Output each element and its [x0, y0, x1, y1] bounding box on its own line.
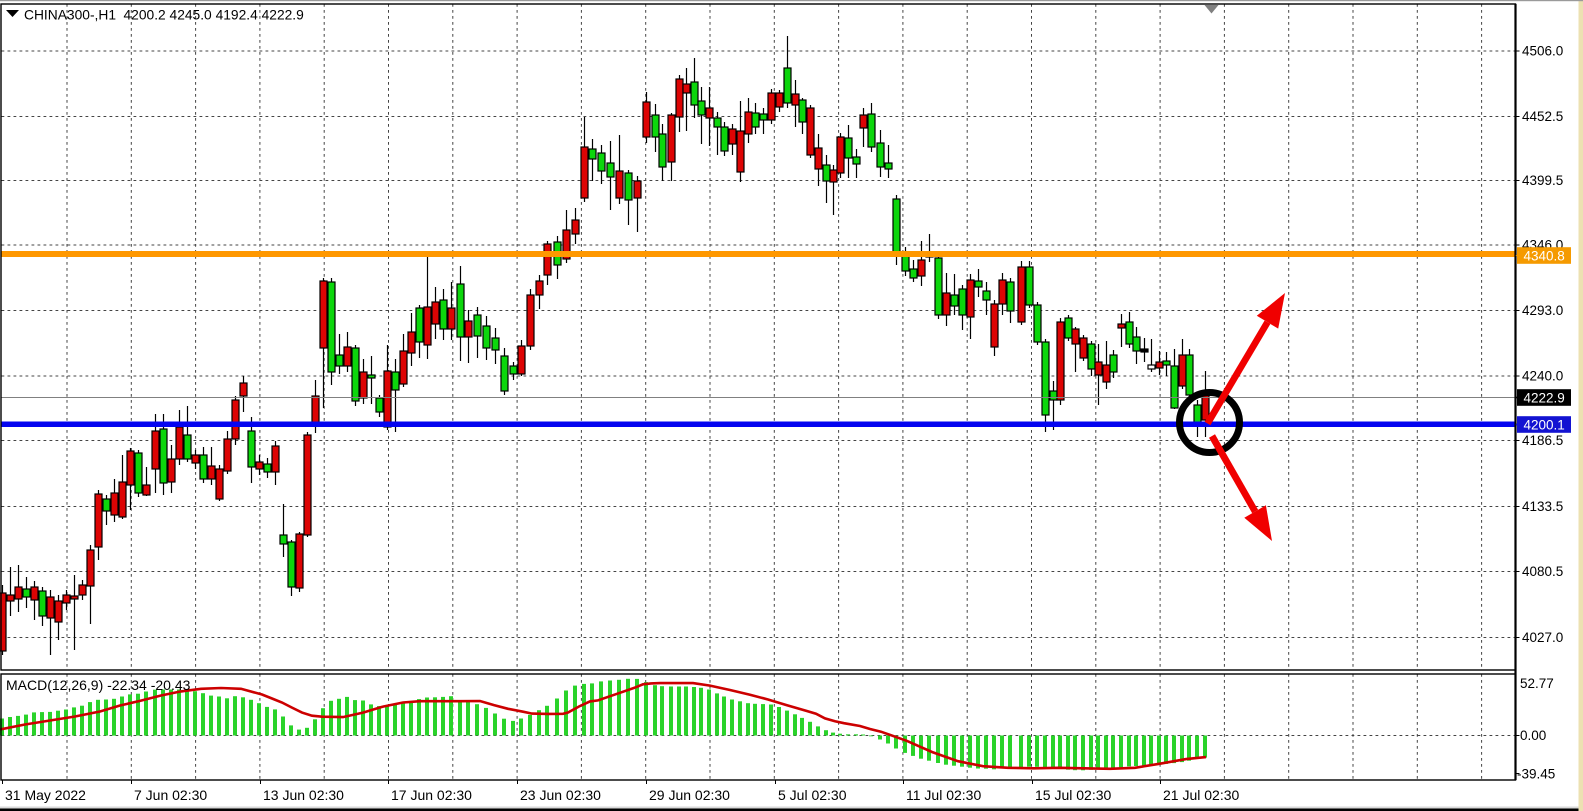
svg-text:5 Jul 02:30: 5 Jul 02:30: [778, 787, 847, 803]
svg-text:4452.5: 4452.5: [1522, 109, 1563, 124]
svg-text:15 Jul 02:30: 15 Jul 02:30: [1035, 787, 1111, 803]
svg-text:31 May 2022: 31 May 2022: [5, 787, 86, 803]
svg-text:4340.8: 4340.8: [1524, 248, 1565, 263]
svg-text:52.77: 52.77: [1520, 676, 1554, 691]
svg-text:23 Jun 02:30: 23 Jun 02:30: [520, 787, 601, 803]
svg-text:MACD(12,26,9) -22.34 -20.43: MACD(12,26,9) -22.34 -20.43: [6, 677, 191, 693]
svg-text:CHINA300-,H1: CHINA300-,H1: [24, 8, 116, 23]
svg-text:4080.5: 4080.5: [1522, 564, 1563, 579]
svg-text:4200.2 4245.0 4192.4 4222.9: 4200.2 4245.0 4192.4 4222.9: [124, 8, 305, 23]
svg-text:4399.5: 4399.5: [1522, 173, 1563, 188]
svg-text:21 Jul 02:30: 21 Jul 02:30: [1163, 787, 1239, 803]
svg-text:17 Jun 02:30: 17 Jun 02:30: [391, 787, 472, 803]
svg-text:4293.0: 4293.0: [1522, 303, 1563, 318]
svg-text:4186.5: 4186.5: [1522, 433, 1563, 448]
svg-text:4200.1: 4200.1: [1524, 417, 1565, 432]
svg-text:4240.0: 4240.0: [1522, 369, 1563, 384]
svg-text:13 Jun 02:30: 13 Jun 02:30: [263, 787, 344, 803]
svg-text:4222.9: 4222.9: [1524, 390, 1565, 405]
svg-text:4133.5: 4133.5: [1522, 499, 1563, 514]
svg-text:4027.0: 4027.0: [1522, 630, 1563, 645]
svg-text:0.00: 0.00: [1520, 728, 1546, 743]
svg-text:29 Jun 02:30: 29 Jun 02:30: [649, 787, 730, 803]
svg-text:7 Jun 02:30: 7 Jun 02:30: [134, 787, 207, 803]
svg-text:11 Jul 02:30: 11 Jul 02:30: [906, 787, 981, 803]
svg-text:4506.0: 4506.0: [1522, 44, 1563, 59]
svg-text:-39.45: -39.45: [1517, 767, 1555, 782]
